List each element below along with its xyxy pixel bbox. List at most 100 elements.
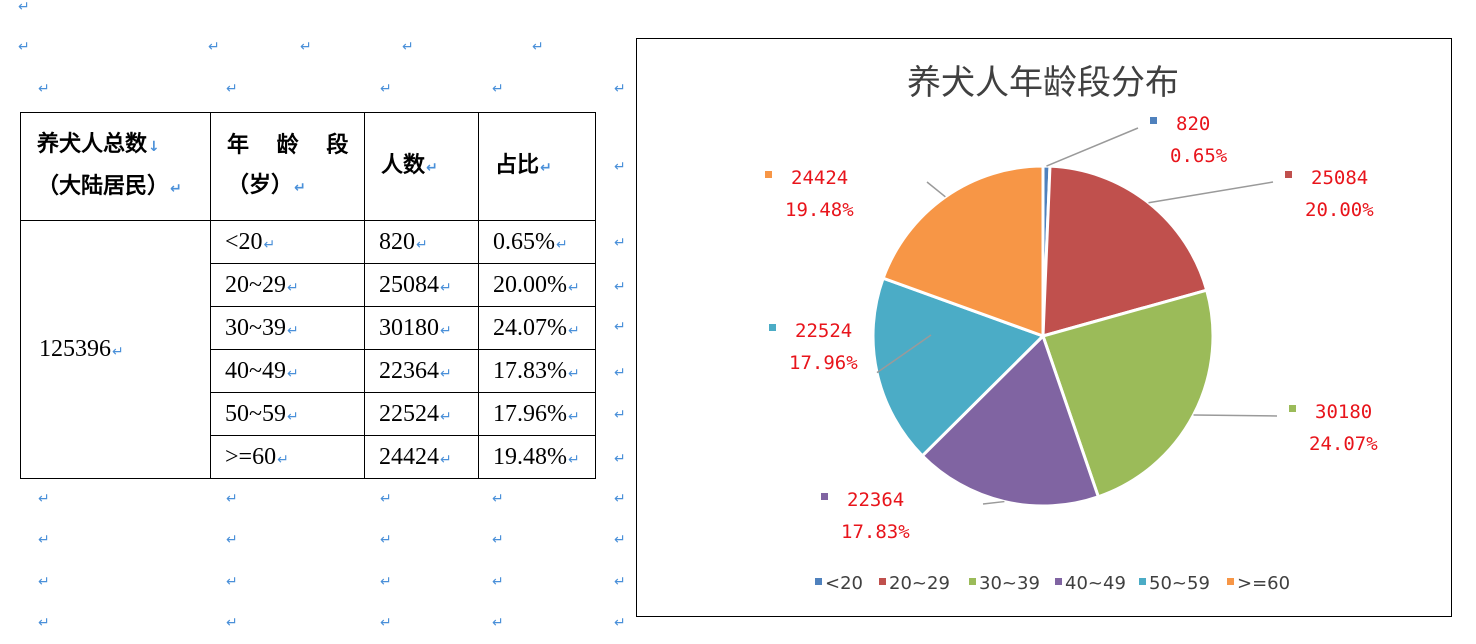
return-mark: ↵ (286, 408, 299, 425)
legend-swatch (1139, 578, 1146, 585)
total-value: 125396 (39, 336, 111, 362)
return-mark: ↵ (614, 574, 626, 590)
count-value: 25084 (379, 271, 439, 298)
total-cell: 125396↵ (20, 220, 211, 479)
return-mark: ↵ (568, 279, 580, 296)
return-mark: ↵ (18, 0, 30, 15)
return-mark: ↵ (614, 451, 626, 467)
count-cell: 24424↵ (364, 435, 479, 479)
return-mark: ↵ (492, 81, 504, 97)
data-label-percent: 17.96% (789, 352, 858, 374)
return-mark: ↵ (416, 236, 428, 253)
return-mark: ↵ (170, 180, 182, 197)
age-cell: >=60↵ (210, 435, 365, 479)
ratio-cell: 20.00%↵ (478, 263, 596, 307)
age-cell: 20~29↵ (210, 263, 365, 307)
line-break-mark: ↓ (148, 138, 160, 155)
count-value: 22524 (379, 400, 439, 427)
return-mark: ↵ (568, 451, 580, 468)
label-key (1285, 171, 1292, 178)
return-mark: ↵ (492, 615, 504, 631)
leader-lines (876, 127, 1278, 505)
legend-swatch (879, 578, 886, 585)
legend-swatch (969, 578, 976, 585)
return-mark: ↵ (614, 615, 626, 631)
leader-line (1046, 127, 1139, 167)
header-age-line2: （岁） (227, 172, 294, 198)
return-mark: ↵ (226, 491, 238, 507)
label-key (821, 493, 828, 500)
table-row: 30~39↵ 30180↵ 24.07%↵ (21, 306, 596, 350)
legend-label: 20~29 (889, 573, 950, 594)
return-mark: ↵ (286, 365, 299, 382)
return-mark: ↵ (226, 81, 238, 97)
return-mark: ↵ (614, 81, 626, 97)
table-header-row: 养犬人总数↓ （大陆居民）↵ 年 龄 段 （岁）↵ 人数↵ 占比↵ (20, 112, 596, 221)
age-value: <20 (225, 228, 263, 255)
return-mark: ↵ (492, 574, 504, 590)
return-mark: ↵ (568, 365, 580, 382)
ratio-cell: 17.83%↵ (478, 349, 596, 393)
return-mark: ↵ (380, 532, 392, 548)
ratio-value: 19.48% (493, 443, 567, 470)
return-mark: ↵ (294, 179, 306, 196)
ratio-value: 17.83% (493, 357, 567, 384)
return-mark: ↵ (208, 39, 220, 55)
header-total-line2: （大陆居民） (37, 173, 170, 199)
legend-label: 40~49 (1065, 573, 1126, 594)
table-row: 40~49↵ 22364↵ 17.83%↵ (21, 349, 596, 393)
header-age: 年 龄 段 （岁）↵ (210, 112, 365, 221)
pie-slices (871, 164, 1215, 508)
return-mark: ↵ (38, 574, 50, 590)
return-mark: ↵ (440, 408, 452, 425)
age-cell: 40~49↵ (210, 349, 365, 393)
return-mark: ↵ (614, 532, 626, 548)
header-ratio: 占比↵ (478, 112, 596, 221)
pie-slice (871, 276, 1046, 458)
return-mark: ↵ (614, 235, 626, 251)
count-value: 24424 (379, 443, 439, 470)
data-label-percent: 17.83% (841, 521, 910, 543)
table-row: >=60↵ 24424↵ 19.48%↵ (21, 435, 596, 479)
return-mark: ↵ (492, 491, 504, 507)
return-mark: ↵ (380, 491, 392, 507)
label-key (765, 171, 772, 178)
leader-line (926, 181, 946, 198)
age-cell: <20↵ (210, 220, 365, 264)
return-mark: ↵ (38, 491, 50, 507)
data-label-value: 24424 (791, 167, 848, 189)
header-total: 养犬人总数↓ （大陆居民）↵ (20, 112, 211, 221)
return-mark: ↵ (402, 39, 414, 55)
legend-label: >=60 (1237, 573, 1290, 594)
header-count: 人数↵ (364, 112, 479, 221)
return-mark: ↵ (38, 532, 50, 548)
return-mark: ↵ (38, 81, 50, 97)
ratio-value: 20.00% (493, 271, 567, 298)
return-mark: ↵ (556, 236, 568, 253)
legend-swatch (815, 578, 822, 585)
return-mark: ↵ (492, 532, 504, 548)
count-cell: 25084↵ (364, 263, 479, 307)
age-cell: 30~39↵ (210, 306, 365, 350)
count-cell: 22364↵ (364, 349, 479, 393)
return-mark: ↵ (277, 451, 289, 468)
return-mark: ↵ (614, 159, 626, 175)
return-mark: ↵ (614, 407, 626, 423)
return-mark: ↵ (380, 615, 392, 631)
return-mark: ↵ (614, 491, 626, 507)
return-mark: ↵ (286, 322, 299, 339)
data-label-percent: 0.65% (1170, 145, 1228, 167)
legend-swatch (1227, 578, 1234, 585)
data-label-value: 25084 (1311, 167, 1368, 189)
chart-title: 养犬人年龄段分布 (907, 63, 1179, 103)
legend-label: <20 (825, 573, 863, 594)
return-mark: ↵ (426, 159, 438, 176)
dog-owner-table: 养犬人总数↓ （大陆居民）↵ 年 龄 段 （岁）↵ 人数↵ 占比↵ 125396… (20, 112, 596, 479)
age-value: 40~49 (225, 357, 286, 384)
ratio-value: 24.07% (493, 314, 567, 341)
return-mark: ↵ (380, 574, 392, 590)
legend-label: 30~39 (979, 573, 1040, 594)
data-label-value: 22524 (795, 320, 852, 342)
data-label-percent: 19.48% (785, 199, 854, 221)
return-mark: ↵ (380, 81, 392, 97)
